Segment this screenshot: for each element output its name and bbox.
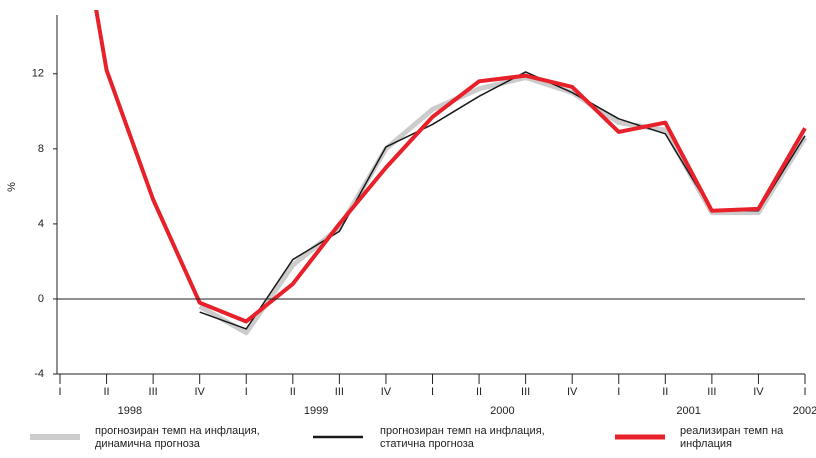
x-tick-label: IV	[753, 386, 764, 398]
legend-label: прогнозиран темп на инфлация,	[380, 425, 545, 437]
year-label: 2001	[676, 405, 700, 417]
y-tick-label: 12	[32, 68, 44, 80]
x-tick-label: I	[803, 386, 806, 398]
legend-label: динамична прогноза	[95, 438, 201, 450]
legend-label: прогнозиран темп на инфлация,	[95, 425, 260, 437]
year-label: 2002	[793, 405, 816, 417]
x-tick-label: IV	[381, 386, 392, 398]
x-tick-label: I	[431, 386, 434, 398]
y-tick-label: 0	[38, 293, 44, 305]
legend-label: статична прогноза	[380, 438, 475, 450]
y-tick-label: 8	[38, 143, 44, 155]
y-axis-label: %	[6, 182, 18, 192]
plot-area	[94, 10, 808, 336]
y-tick-label: 4	[38, 218, 44, 230]
year-label: 1999	[304, 405, 328, 417]
year-label: 2000	[490, 405, 514, 417]
series-line	[94, 10, 807, 324]
x-tick-label: II	[104, 386, 110, 398]
x-tick-label: III	[335, 386, 344, 398]
legend-label: инфлация	[680, 438, 732, 450]
series-line	[199, 71, 806, 330]
x-tick-label: I	[58, 386, 61, 398]
y-tick-label: -4	[34, 368, 44, 380]
x-tick-label: III	[521, 386, 530, 398]
year-label: 1998	[118, 405, 142, 417]
x-tick-label: III	[707, 386, 716, 398]
x-tick-label: II	[662, 386, 668, 398]
x-tick-label: II	[476, 386, 482, 398]
x-tick-label: I	[245, 386, 248, 398]
x-tick-label: III	[149, 386, 158, 398]
legend-label: реализиран темп на	[680, 425, 784, 437]
x-tick-label: IV	[194, 386, 205, 398]
series-line	[198, 75, 808, 336]
x-tick-label: I	[617, 386, 620, 398]
x-tick-label: II	[290, 386, 296, 398]
x-tick-label: IV	[567, 386, 578, 398]
